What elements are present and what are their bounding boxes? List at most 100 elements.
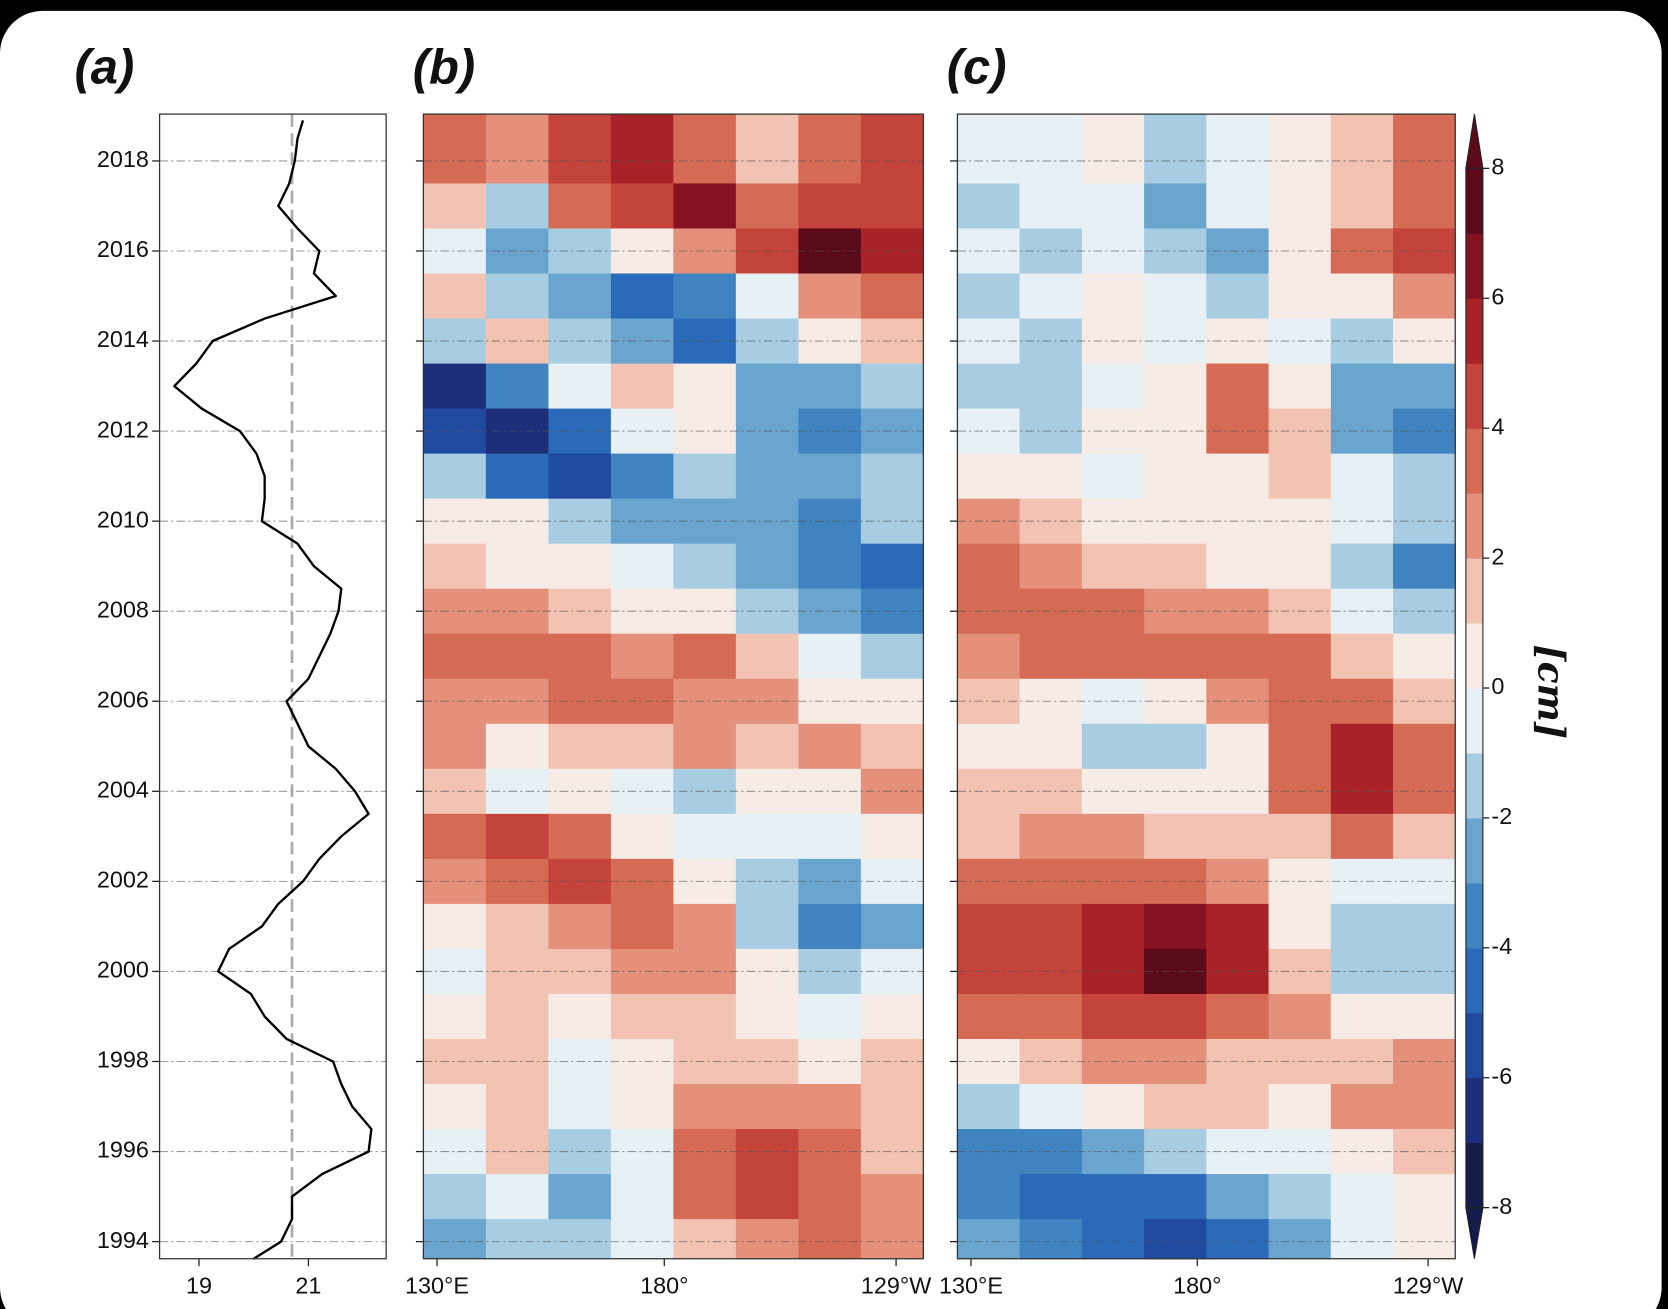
heat-cell — [1206, 363, 1270, 410]
colorbar-bin — [1465, 558, 1483, 624]
colorbar-bin — [1465, 623, 1483, 689]
colorbar-bin — [1465, 363, 1483, 429]
heat-cell — [548, 363, 612, 410]
heat-cell — [860, 273, 924, 320]
colorbar-bin — [1465, 428, 1483, 494]
colorbar-tick-label: 6 — [1491, 283, 1504, 309]
colorbar-bin — [1465, 688, 1483, 754]
heat-cell — [423, 273, 487, 320]
heat-cell — [1268, 1219, 1332, 1260]
colorbar-bin — [1465, 817, 1483, 884]
heat-cell — [548, 993, 612, 1040]
colorbar-label: [cm] — [1529, 644, 1572, 738]
heat-cell — [423, 453, 487, 500]
heat-cell — [1081, 1219, 1145, 1260]
heat-cell — [735, 114, 799, 184]
heat-cell — [1268, 114, 1332, 184]
heat-cell — [1144, 114, 1207, 184]
heat-cell — [735, 633, 799, 680]
heat-cell — [798, 993, 862, 1040]
y-tick-label: 2012 — [97, 416, 149, 442]
x-tick-label: 129°W — [861, 1273, 931, 1299]
heat-cell — [423, 114, 487, 184]
heat-cell — [1330, 543, 1394, 590]
colorbar-bin — [1465, 168, 1483, 234]
heat-cell — [423, 183, 487, 230]
heat-cell — [423, 1084, 487, 1130]
heat-cell — [798, 363, 862, 410]
heat-cell — [1144, 1219, 1207, 1260]
heat-cell — [548, 273, 612, 320]
heat-cell — [1081, 543, 1145, 590]
y-tick-label: 2016 — [97, 236, 149, 262]
heat-cell — [423, 363, 487, 410]
heat-cell — [798, 543, 862, 590]
heat-cell — [798, 1219, 862, 1260]
heat-cell — [485, 813, 549, 860]
heat-cell — [735, 453, 799, 500]
heat-cell — [548, 723, 612, 770]
plot-border — [422, 113, 924, 1260]
heat-cell — [610, 723, 674, 770]
heat-cell — [610, 633, 674, 680]
heat-cell — [860, 363, 924, 410]
heat-cell — [673, 543, 737, 590]
heat-cell — [860, 543, 924, 590]
colorbar-tick-label: -8 — [1491, 1193, 1512, 1219]
heat-cell — [1144, 993, 1207, 1040]
heat-cell — [1330, 453, 1394, 500]
heat-cell — [1330, 114, 1394, 184]
heat-cell — [610, 1084, 674, 1130]
heat-cell — [485, 114, 549, 184]
heat-cell — [673, 903, 737, 950]
heat-cell — [798, 453, 862, 500]
plot-border — [158, 113, 387, 1260]
heat-cell — [1144, 363, 1207, 410]
heat-cell — [1268, 543, 1332, 590]
heat-cell — [1393, 363, 1456, 410]
heat-cell — [1019, 903, 1083, 950]
colorbar-tick-label: -2 — [1491, 803, 1512, 829]
heat-cell — [673, 723, 737, 770]
heat-cell — [1268, 1084, 1332, 1130]
heat-cell — [1268, 183, 1332, 230]
colorbar-bin — [1465, 233, 1483, 299]
heat-cell — [1330, 183, 1394, 230]
heat-cell — [798, 633, 862, 680]
colorbar-bin — [1465, 1142, 1483, 1209]
heat-cell — [1268, 723, 1332, 770]
heat-cell — [1393, 183, 1456, 230]
heat-cell — [957, 813, 1021, 860]
heat-cell — [798, 903, 862, 950]
heat-cell — [485, 1174, 549, 1220]
heat-cell — [1330, 633, 1394, 680]
heat-cell — [485, 903, 549, 950]
heat-cell — [673, 453, 737, 500]
heat-cell — [798, 273, 862, 320]
heat-cell — [1268, 363, 1332, 410]
heat-cell — [860, 903, 924, 950]
heat-cell — [860, 813, 924, 860]
heat-cell — [1019, 813, 1083, 860]
heat-cell — [1081, 114, 1145, 184]
heat-cell — [798, 813, 862, 860]
heat-cell — [673, 363, 737, 410]
heat-cell — [1268, 1174, 1332, 1220]
colorbar-bin — [1465, 1012, 1483, 1079]
heat-cell — [610, 1219, 674, 1260]
colorbar-tick-label: -6 — [1491, 1063, 1512, 1089]
plot-border — [956, 113, 1456, 1260]
heat-cell — [673, 273, 737, 320]
heat-cell — [860, 993, 924, 1040]
heat-cell — [1081, 363, 1145, 410]
panel-title: (b) — [413, 40, 475, 94]
heat-cell — [1206, 1084, 1270, 1130]
heat-cell — [798, 723, 862, 770]
heat-cell — [610, 903, 674, 950]
heat-cell — [1330, 723, 1394, 770]
heat-cell — [1081, 1174, 1145, 1220]
heat-cell — [548, 1084, 612, 1130]
heat-cell — [798, 1084, 862, 1130]
y-tick-label: 2004 — [97, 777, 149, 803]
